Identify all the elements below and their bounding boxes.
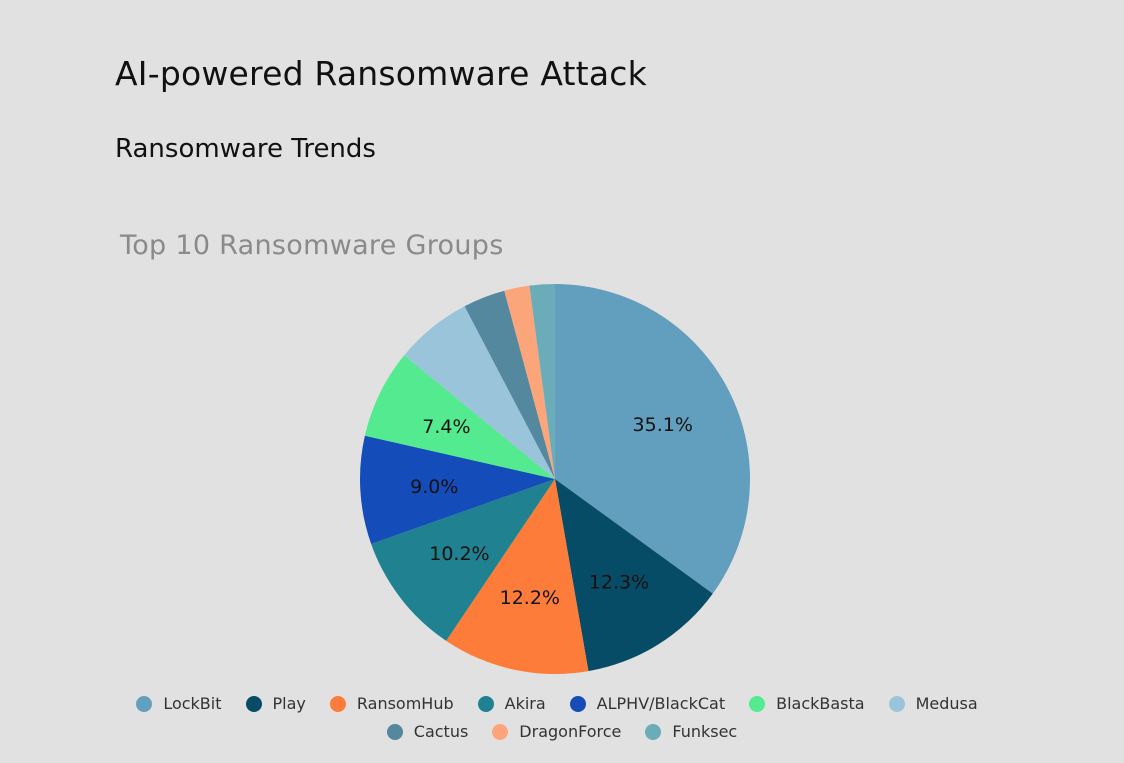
legend-label: Cactus — [413, 722, 469, 741]
legend-item-lockbit[interactable]: LockBit — [136, 694, 222, 713]
pie-label-alphv-blackcat: 9.0% — [410, 476, 458, 498]
pie-slice-dragonforce — [504, 285, 555, 479]
legend-item-akira[interactable]: Akira — [477, 694, 546, 713]
pie-slice-medusa — [404, 306, 555, 479]
legend-item-ransomhub[interactable]: RansomHub — [329, 694, 454, 713]
legend-label: ALPHV/BlackCat — [596, 694, 726, 713]
legend-label: BlackBasta — [776, 694, 865, 713]
legend-label: Funksec — [672, 722, 738, 741]
pie-slice-alphv-blackcat — [360, 435, 555, 545]
legend-swatch — [645, 723, 662, 740]
pie-label-akira: 10.2% — [429, 543, 489, 565]
legend-label: Medusa — [915, 694, 978, 713]
pie-label-lockbit: 35.1% — [633, 414, 693, 436]
pie-slice-blackbasta — [364, 355, 555, 479]
legend-swatch — [477, 695, 494, 712]
legend-item-medusa[interactable]: Medusa — [888, 694, 978, 713]
pie-label-blackbasta: 7.4% — [422, 416, 470, 438]
legend-item-play[interactable]: Play — [245, 694, 306, 713]
chart-legend-row-1: LockBit Play RansomHub Akira ALPHV/BlackCat B… — [0, 694, 1119, 713]
legend-label: DragonForce — [519, 722, 622, 741]
legend-swatch — [492, 723, 509, 740]
chart-legend-row-2: Cactus DragonForce Funksec — [0, 722, 1124, 741]
pie-label-play: 12.3% — [589, 572, 649, 594]
legend-swatch — [386, 723, 403, 740]
legend-item-funksec[interactable]: Funksec — [645, 722, 737, 741]
legend-swatch — [888, 695, 905, 712]
legend-swatch — [749, 695, 766, 712]
pie-slice-ransomhub — [446, 479, 589, 675]
legend-item-blackbasta[interactable]: BlackBasta — [749, 694, 865, 713]
legend-item-dragonforce[interactable]: DragonForce — [492, 722, 621, 741]
pie-slice-funksec — [529, 284, 555, 479]
legend-label: LockBit — [163, 694, 222, 713]
pie-slice-cactus — [464, 290, 555, 479]
section-title: Ransomware Trends — [115, 134, 376, 164]
pie-label-ransomhub: 12.2% — [500, 587, 560, 609]
page-title: AI-powered Ransomware Attack — [115, 54, 647, 93]
legend-swatch — [329, 695, 346, 712]
pie-slice-lockbit — [555, 284, 750, 594]
legend-swatch — [245, 695, 262, 712]
legend-label: Play — [272, 694, 306, 713]
legend-swatch — [136, 695, 153, 712]
legend-swatch — [569, 695, 586, 712]
legend-item-cactus[interactable]: Cactus — [386, 722, 469, 741]
legend-label: Akira — [504, 694, 546, 713]
legend-label: RansomHub — [356, 694, 454, 713]
pie-slice-akira — [371, 479, 555, 641]
legend-item-alphv-blackcat[interactable]: ALPHV/BlackCat — [569, 694, 726, 713]
pie-slice-play — [555, 479, 713, 672]
chart-title: Top 10 Ransomware Groups — [120, 230, 504, 261]
